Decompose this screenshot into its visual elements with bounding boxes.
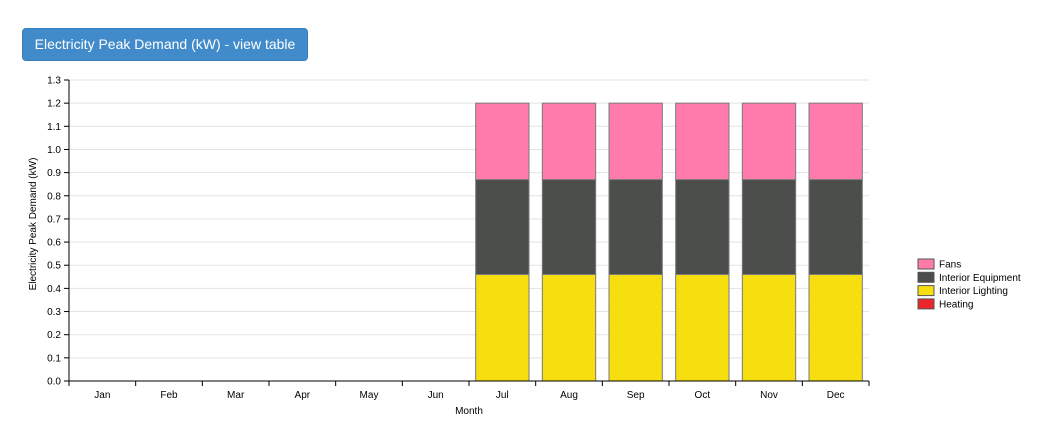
x-tick-label: Feb <box>160 390 178 401</box>
x-tick-label: Jan <box>94 390 110 401</box>
x-tick-label: May <box>360 390 379 401</box>
bars <box>475 102 863 382</box>
bar-fans-aug <box>541 102 597 181</box>
bar-interior-lighting-jul <box>475 273 530 382</box>
y-tick-label: 0.4 <box>47 284 61 295</box>
y-tick-label: 0.2 <box>47 330 61 341</box>
y-tick-label: 1.1 <box>47 122 61 133</box>
y-tick-label: 1.0 <box>47 145 61 156</box>
y-tick-label: 0.8 <box>47 191 61 202</box>
y-tick-label: 0.5 <box>47 261 61 272</box>
bar-fans-sep <box>608 102 663 181</box>
y-tick-label: 0.6 <box>47 238 61 249</box>
y-axis-title: Electricity Peak Demand (kW) <box>28 158 39 291</box>
x-tick-label: Jun <box>428 390 444 401</box>
bar-interior-equipment-nov <box>741 179 797 275</box>
x-tick-label: Oct <box>695 390 711 401</box>
bar-fans-nov <box>741 102 797 181</box>
y-tick-label: 0.3 <box>47 307 61 318</box>
x-tick-label: Mar <box>227 390 245 401</box>
x-tick-label: Aug <box>560 390 578 401</box>
legend-label: Heating <box>939 299 973 310</box>
bar-fans-oct <box>675 102 730 181</box>
bar-interior-lighting-oct <box>675 273 730 382</box>
bar-interior-equipment-jul <box>475 179 530 275</box>
legend-swatch <box>917 298 935 310</box>
bar-interior-lighting-aug <box>541 273 597 382</box>
x-axis-ticks: Jan Feb Mar Apr May Jun Jul Aug Sep Oct Nov Dec <box>68 381 870 401</box>
bar-interior-equipment-oct <box>675 179 730 275</box>
x-tick-label: Nov <box>760 390 778 401</box>
x-tick-label: Sep <box>627 390 645 401</box>
legend-swatch <box>917 258 935 270</box>
view-table-button[interactable]: Electricity Peak Demand (kW) - view tabl… <box>22 28 308 61</box>
bar-interior-equipment-dec <box>808 179 863 275</box>
legend-label: Fans <box>939 260 961 271</box>
bar-interior-lighting-dec <box>808 273 863 382</box>
y-tick-label: 0.0 <box>47 377 61 388</box>
y-tick-label: 0.9 <box>47 168 61 179</box>
bar-interior-lighting-sep <box>608 273 663 382</box>
y-tick-label: 0.1 <box>47 353 61 364</box>
legend-swatch <box>917 271 935 283</box>
grid-lines <box>69 79 869 359</box>
y-tick-label: 0.7 <box>47 214 61 225</box>
bar-interior-equipment-aug <box>541 179 597 275</box>
y-tick-label: 1.2 <box>47 99 61 110</box>
y-tick-label: 1.3 <box>47 76 61 87</box>
legend-swatch <box>917 285 935 297</box>
x-tick-label: Dec <box>827 390 845 401</box>
legend-label: Interior Equipment <box>939 273 1021 284</box>
bar-interior-lighting-nov <box>741 273 797 382</box>
x-axis-title: Month <box>455 406 483 417</box>
bar-interior-equipment-sep <box>608 179 663 275</box>
y-axis-ticks: 0.0 0.1 0.2 0.3 0.4 0.5 0.6 0.7 0.8 0.9 1.0 1.1 1.2 1… <box>47 76 69 388</box>
bar-fans-jul <box>475 102 530 181</box>
x-tick-label: Apr <box>295 390 311 401</box>
legend-label: Interior Lighting <box>939 286 1008 297</box>
bar-fans-dec <box>808 102 863 181</box>
x-tick-label: Jul <box>496 390 509 401</box>
legend: Fans Interior Equipment Interior Lighting H… <box>917 258 1021 310</box>
